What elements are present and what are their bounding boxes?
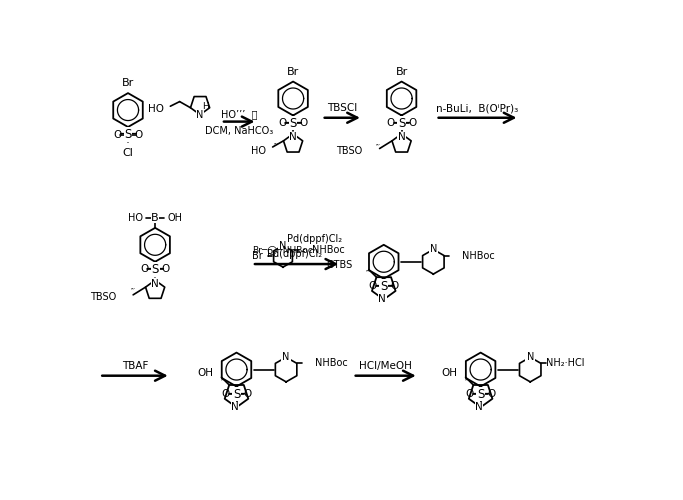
Text: B: B bbox=[152, 213, 159, 223]
Text: O: O bbox=[278, 118, 286, 128]
Text: O: O bbox=[140, 264, 148, 274]
Text: O: O bbox=[387, 118, 395, 128]
Text: Br: Br bbox=[122, 78, 134, 88]
Text: H: H bbox=[202, 102, 209, 111]
Text: TBSO: TBSO bbox=[90, 292, 116, 302]
Text: NH₂·HCl: NH₂·HCl bbox=[546, 358, 584, 368]
Text: NHBoc: NHBoc bbox=[315, 358, 348, 368]
Text: HCl/MeOH: HCl/MeOH bbox=[359, 361, 412, 371]
Text: Br: Br bbox=[395, 67, 408, 77]
Text: N: N bbox=[279, 240, 287, 250]
Text: O: O bbox=[488, 389, 496, 399]
Text: O: O bbox=[391, 282, 399, 292]
Text: ′′′: ′′′ bbox=[376, 143, 380, 149]
Text: Br─◯─NHBoc: Br─◯─NHBoc bbox=[253, 246, 313, 254]
Text: N: N bbox=[197, 110, 204, 120]
Text: OH: OH bbox=[167, 213, 182, 223]
Text: TBAF: TBAF bbox=[122, 361, 148, 371]
Text: n-BuLi,  B(OⁱPr)₃: n-BuLi, B(OⁱPr)₃ bbox=[436, 103, 518, 113]
Text: S: S bbox=[398, 116, 405, 130]
Text: TBSO: TBSO bbox=[336, 146, 363, 156]
Text: HO’’’  ⦔: HO’’’ ⦔ bbox=[221, 109, 257, 119]
Text: OTBS: OTBS bbox=[327, 260, 353, 270]
Text: O: O bbox=[369, 282, 377, 292]
Text: S: S bbox=[380, 280, 387, 293]
Text: HO: HO bbox=[251, 146, 266, 156]
Text: N: N bbox=[430, 244, 437, 254]
Text: S: S bbox=[152, 263, 159, 276]
Text: HO: HO bbox=[148, 104, 164, 115]
Text: ′′′: ′′′ bbox=[366, 270, 371, 276]
Text: O: O bbox=[466, 389, 474, 399]
Text: ′′′: ′′′ bbox=[221, 379, 225, 385]
Text: NHBoc: NHBoc bbox=[462, 250, 494, 260]
Text: TBSCl: TBSCl bbox=[327, 103, 357, 113]
Text: O: O bbox=[408, 118, 417, 128]
Text: ′′′: ′′′ bbox=[130, 288, 136, 294]
Text: O: O bbox=[300, 118, 308, 128]
Text: S: S bbox=[233, 388, 240, 400]
Text: ′′′: ′′′ bbox=[274, 142, 279, 148]
Text: N: N bbox=[231, 402, 239, 412]
Text: Br: Br bbox=[252, 252, 263, 262]
Text: ′′′: ′′′ bbox=[464, 379, 470, 385]
Text: S: S bbox=[477, 388, 484, 400]
Text: N: N bbox=[527, 352, 534, 362]
Text: N: N bbox=[475, 402, 483, 412]
Text: OH: OH bbox=[197, 368, 214, 378]
Text: S: S bbox=[290, 116, 296, 130]
Text: N: N bbox=[378, 294, 386, 304]
Text: O: O bbox=[162, 264, 170, 274]
Text: N: N bbox=[151, 278, 159, 288]
Text: Cl: Cl bbox=[122, 148, 133, 158]
Text: Pd(dppf)Cl₂: Pd(dppf)Cl₂ bbox=[267, 249, 322, 259]
Text: O: O bbox=[221, 389, 229, 399]
Text: N: N bbox=[398, 132, 406, 142]
Text: Pd(dppf)Cl₂: Pd(dppf)Cl₂ bbox=[287, 234, 342, 244]
Text: DCM, NaHCO₃: DCM, NaHCO₃ bbox=[205, 126, 273, 136]
Text: Br: Br bbox=[287, 67, 299, 77]
Text: NHBoc: NHBoc bbox=[311, 245, 344, 255]
Text: O: O bbox=[243, 389, 251, 399]
Text: S: S bbox=[124, 128, 132, 141]
Text: O: O bbox=[135, 130, 143, 140]
Text: OH: OH bbox=[442, 368, 458, 378]
Text: HO: HO bbox=[128, 213, 143, 223]
Text: N: N bbox=[289, 132, 297, 142]
Text: O: O bbox=[113, 130, 122, 140]
Text: N: N bbox=[282, 352, 290, 362]
